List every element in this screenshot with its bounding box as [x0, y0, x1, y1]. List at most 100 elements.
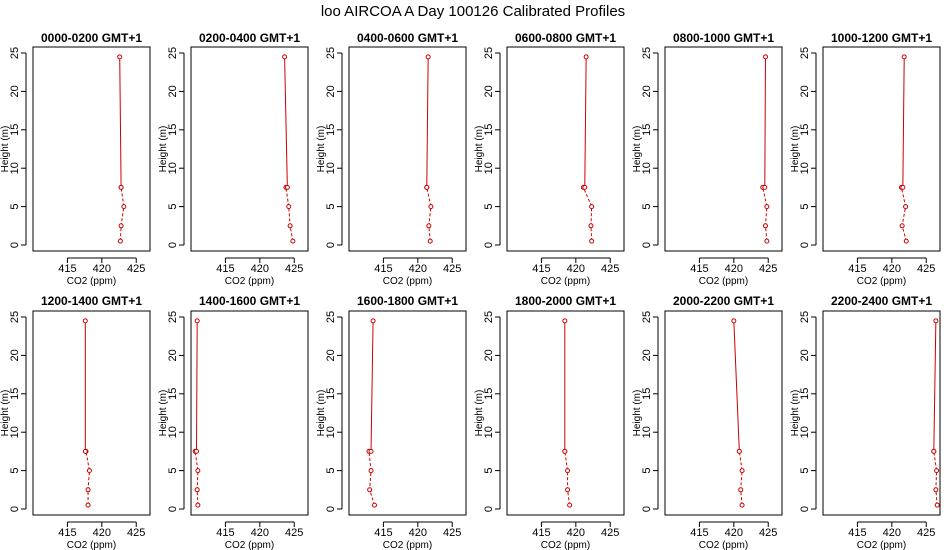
- data-point: [739, 468, 745, 474]
- y-tick-label: 0: [799, 506, 811, 512]
- data-point: [118, 184, 124, 190]
- y-tick-label: 10: [9, 162, 21, 174]
- y-tick-label: 20: [167, 349, 179, 361]
- x-tick-label: 415: [532, 263, 550, 275]
- y-tick-label: 25: [167, 47, 179, 59]
- data-point: [762, 223, 768, 229]
- data-point: [195, 502, 201, 508]
- x-tick-label: 420: [567, 527, 585, 539]
- y-tick-label: 20: [9, 349, 21, 361]
- x-tick-label: 420: [93, 527, 111, 539]
- y-tick-label: 25: [167, 311, 179, 323]
- panel-title: 1000-1200 GMT+1: [831, 31, 932, 45]
- x-tick-label: 425: [917, 263, 935, 275]
- y-axis-label: Height (m): [632, 126, 643, 173]
- y-tick-label: 10: [799, 162, 811, 174]
- y-tick-label: 0: [167, 506, 179, 512]
- y-tick-label: 20: [641, 349, 653, 361]
- plot-frame: [822, 46, 941, 252]
- y-tick-label: 25: [483, 47, 495, 59]
- y-tick-label: 5: [325, 204, 337, 210]
- x-tick-label: 415: [848, 263, 866, 275]
- data-point: [565, 487, 571, 493]
- y-tick-label: 10: [325, 426, 337, 438]
- y-tick-label: 15: [325, 124, 337, 136]
- plot-frame: [32, 310, 151, 516]
- data-point: [903, 204, 909, 210]
- data-point: [424, 184, 430, 190]
- y-axis-label: Height (m): [158, 390, 169, 437]
- profile-line-upper: [426, 56, 429, 188]
- data-point: [117, 238, 123, 244]
- data-point: [194, 448, 200, 454]
- y-tick-label: 15: [641, 124, 653, 136]
- y-tick-label: 0: [9, 242, 21, 248]
- y-tick-label: 15: [325, 388, 337, 400]
- y-tick-label: 10: [483, 426, 495, 438]
- y-tick-label: 20: [325, 85, 337, 97]
- x-tick-label: 415: [216, 527, 234, 539]
- y-tick-label: 5: [167, 204, 179, 210]
- y-tick-label: 25: [641, 311, 653, 323]
- profile-line-lower: [564, 451, 571, 506]
- y-tick-label: 25: [799, 47, 811, 59]
- panel-title: 0000-0200 GMT+1: [41, 31, 142, 45]
- x-tick-label: 425: [759, 527, 777, 539]
- data-point: [368, 448, 374, 454]
- y-tick-label: 20: [799, 85, 811, 97]
- x-tick-label: 425: [443, 263, 461, 275]
- y-axis-label: Height (m): [790, 126, 801, 173]
- profile-panel: 1800-2000 GMT+1 415 420 425 CO2 (ppm) 0 5 10 15 2…: [474, 294, 625, 550]
- x-axis-label: CO2 (ppm): [67, 540, 116, 550]
- plot-frame: [664, 310, 783, 516]
- plot-frame: [822, 310, 941, 516]
- profile-panel: 0200-0400 GMT+1 415 420 425 CO2 (ppm) 0 5 10 15 2…: [158, 31, 309, 287]
- x-axis-label: CO2 (ppm): [225, 276, 274, 287]
- x-tick-label: 420: [725, 263, 743, 275]
- profile-panel: 0800-1000 GMT+1 415 420 425 CO2 (ppm) 0 5 10 15 2…: [632, 31, 783, 287]
- panel-title: 1800-2000 GMT+1: [515, 294, 616, 308]
- y-tick-label: 5: [483, 204, 495, 210]
- y-tick-label: 5: [325, 468, 337, 474]
- panel-title: 0800-1000 GMT+1: [673, 31, 774, 45]
- data-point: [82, 318, 88, 324]
- x-axis-label: CO2 (ppm): [541, 276, 590, 287]
- data-point: [731, 318, 737, 324]
- y-tick-label: 0: [167, 242, 179, 248]
- profile-panel: 1200-1400 GMT+1 415 420 425 CO2 (ppm) 0 5 10 15 2…: [0, 294, 151, 550]
- data-point: [426, 223, 432, 229]
- profile-line-upper: [902, 56, 905, 188]
- x-axis-label: CO2 (ppm): [699, 276, 748, 287]
- y-tick-label: 5: [641, 204, 653, 210]
- profile-line-upper: [370, 320, 374, 452]
- panel-title: 0600-0800 GMT+1: [515, 31, 616, 45]
- x-axis-label: CO2 (ppm): [383, 276, 432, 287]
- x-tick-label: 420: [409, 527, 427, 539]
- data-point: [86, 468, 92, 474]
- data-point: [738, 487, 744, 493]
- x-tick-label: 420: [567, 263, 585, 275]
- y-tick-label: 15: [799, 388, 811, 400]
- x-axis-label: CO2 (ppm): [225, 540, 274, 550]
- x-tick-label: 420: [725, 527, 743, 539]
- profile-panel: 2200-2400 GMT+1 415 420 425 CO2 (ppm) 0 5 10 15 2…: [790, 294, 941, 550]
- data-point: [934, 502, 940, 508]
- y-tick-label: 25: [483, 311, 495, 323]
- data-point: [764, 238, 770, 244]
- x-tick-label: 420: [251, 527, 269, 539]
- profile-line-lower: [426, 187, 432, 242]
- profile-line-upper: [933, 320, 937, 452]
- y-tick-label: 20: [167, 85, 179, 97]
- data-point: [739, 502, 745, 508]
- x-tick-label: 420: [883, 527, 901, 539]
- data-point: [428, 204, 434, 210]
- y-tick-label: 5: [799, 204, 811, 210]
- y-axis-label: Height (m): [316, 390, 327, 437]
- y-tick-label: 0: [325, 242, 337, 248]
- profile-line-lower: [119, 187, 125, 242]
- profile-line-upper: [119, 56, 122, 188]
- data-point: [425, 54, 431, 60]
- profile-panel: 1600-1800 GMT+1 415 420 425 CO2 (ppm) 0 5 10 15 2…: [316, 294, 467, 550]
- x-tick-label: 415: [690, 263, 708, 275]
- data-point: [589, 238, 595, 244]
